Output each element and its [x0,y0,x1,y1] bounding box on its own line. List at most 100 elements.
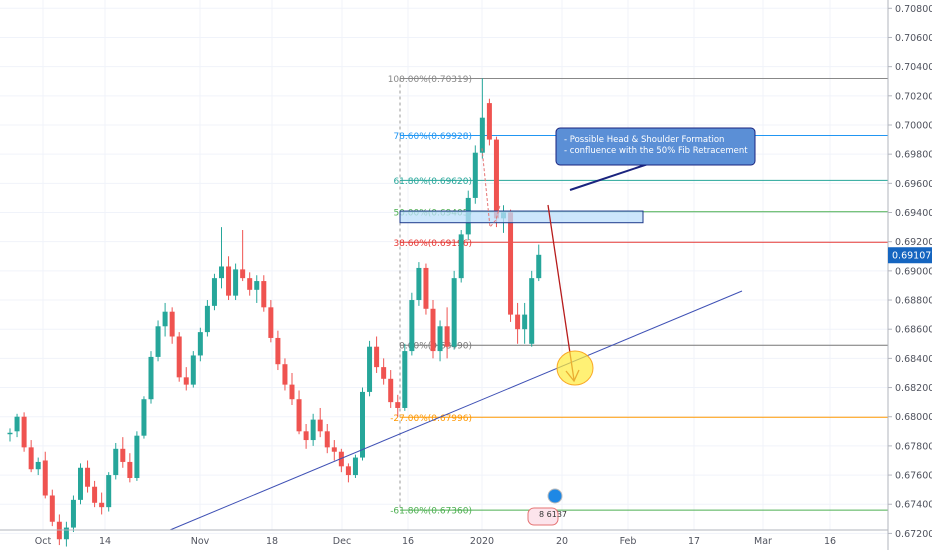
candle-body [388,378,394,403]
candle-body [444,326,450,347]
candle [374,336,380,373]
candle [367,340,373,397]
candle-body [190,355,196,385]
candle-body [303,431,309,441]
last-price-tag [888,247,932,264]
fib-level-label: 38.60%(0.69196) [393,239,472,249]
candle [226,256,232,301]
ascending-trendline[interactable] [169,290,743,531]
candle-body [35,461,41,470]
candle-body [416,267,422,301]
x-tick-label: 2020 [470,536,494,547]
x-tick-label: Mar [754,536,772,547]
candle-body [247,278,253,290]
candle [176,332,182,382]
projection-arrow-line[interactable] [547,204,575,381]
candle-body [338,451,344,467]
drawings[interactable]: - Possible Head & Shoulder Formation- co… [169,127,756,531]
candle [261,275,267,312]
x-tick-label: 18 [266,536,278,547]
last-price-label: 0.69107 [892,251,931,262]
y-tick-label: 0.68800 [895,296,932,307]
candle-body [226,266,232,296]
candle-body [515,314,521,330]
candle-body [486,103,492,140]
candle [423,263,429,315]
candle [134,431,140,481]
candle-body [479,117,485,153]
candle [49,489,55,527]
fib-level-label: 100.00%(0.70319) [388,75,472,85]
callout-text: - Possible Head & Shoulder Formation [564,135,724,145]
candle-body [254,281,260,290]
candle [148,351,154,404]
candle-body [113,448,119,476]
candle [78,463,83,505]
candle-body [367,346,373,392]
candle [388,370,394,408]
fib-level-label: -27.00%(0.67996) [390,414,472,424]
candle [430,300,436,359]
candle [402,343,408,411]
candle-body [127,461,133,478]
candle-body [310,419,316,441]
candle [247,272,253,296]
candle-body [451,278,457,347]
candle-body [331,447,337,452]
candle [85,460,91,493]
candle [99,492,105,515]
candle-body [508,212,514,315]
economic-event-marker[interactable]: 8 6137 [527,488,567,526]
candle [536,244,542,282]
candle [7,428,13,442]
candle [63,521,69,547]
y-tick-label: 0.69000 [895,266,932,277]
candle-body [317,419,323,432]
annotation-callout[interactable]: - Possible Head & Shoulder Formation- co… [555,127,756,191]
candle [219,227,224,289]
candle-body [324,431,330,448]
candle-body [176,336,182,378]
candle-body [21,416,27,448]
candle [254,275,260,303]
candles [7,78,542,547]
candle [268,300,274,343]
y-tick-label: 0.70000 [895,120,932,131]
candle [317,407,323,438]
y-tick-label: 0.69800 [895,150,932,161]
candle [345,463,351,483]
y-tick-label: 0.67400 [895,500,932,511]
candle [444,307,450,359]
candle-body [472,152,478,198]
y-tick-label: 0.67800 [895,441,932,452]
candle-body [85,467,91,487]
fibonacci-retracement[interactable]: 100.00%(0.70319) 78.60%(0.69928) 61.80%(0.… [388,75,888,517]
target-highlight-circle[interactable] [556,350,594,386]
x-tick-label: Oct [35,536,52,547]
candle-body [430,308,436,352]
candle [360,387,365,461]
supply-zone-rectangle[interactable] [399,210,644,224]
candle [451,270,457,350]
candle-body [282,364,288,385]
candle [416,262,422,306]
x-tick-label: 20 [556,536,568,547]
candle [508,209,514,322]
candle [515,302,521,344]
candle [113,442,119,480]
x-tick-label: 16 [824,536,836,547]
y-tick-label: 0.68600 [895,325,932,336]
candle [486,98,492,146]
candle-body [296,399,302,432]
candle [296,390,302,435]
candle-body [261,281,267,308]
candle [458,230,464,283]
candle-body [374,346,380,368]
candle [529,270,535,347]
candle-body [204,305,210,333]
candle [522,302,528,344]
candle-body [458,234,464,279]
candle-body [219,266,224,279]
candle [155,320,161,362]
